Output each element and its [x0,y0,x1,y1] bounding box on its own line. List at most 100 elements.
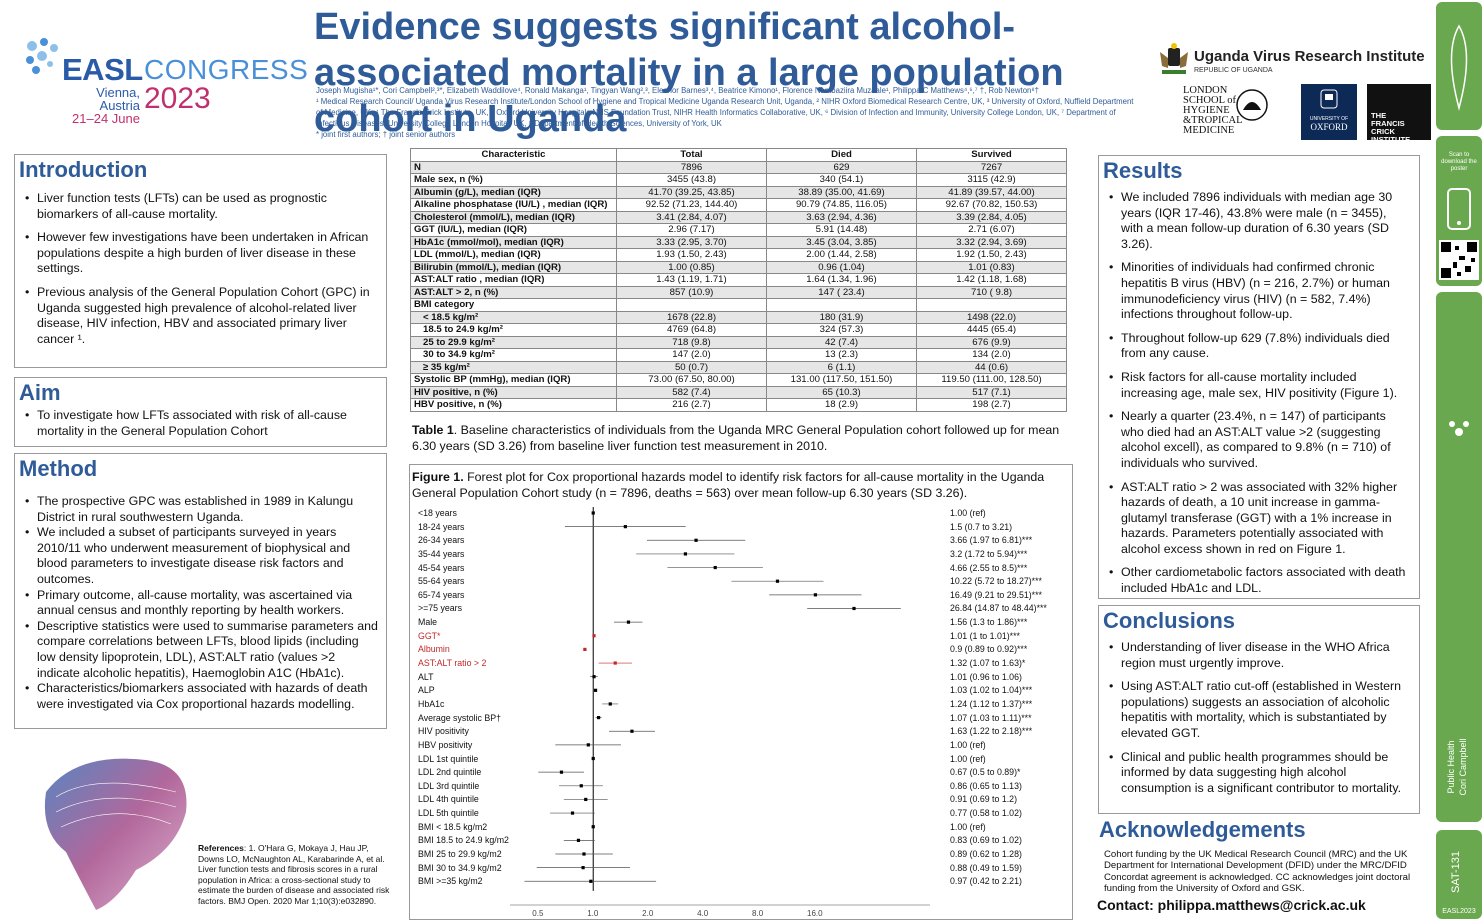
table-cell: 73.00 (67.50, 80.00) [616,373,767,387]
results-section: Results We included 7896 individuals wit… [1098,155,1420,599]
forest-row-value: 0.97 (0.42 to 2.21) [950,876,1022,887]
forest-row-label: 18-24 years [418,521,465,532]
x-tick-label: 0.5 [532,909,544,918]
forest-row-value: 1.03 (1.02 to 1.04)*** [950,685,1033,696]
forest-row-value: 16.49 (9.21 to 29.51)*** [950,589,1042,600]
hr-point [586,743,590,747]
table-row-label: AST:ALT ratio , median (IQR) [410,273,617,287]
baseline-table: Characteristic Total Died Survived N 7896… [410,148,1067,412]
forest-row-label: BMI 25 to 29.9 kg/m2 [418,849,502,859]
table-cell: 1678 (22.8) [616,310,767,324]
list-item: Other cardiometabolic factors associated… [1107,565,1411,596]
x-tick-label: 16.0 [807,909,823,918]
references-text: : 1. O'Hara G, Mokaya J, Hau JP, Downs L… [198,843,390,906]
list-item: The prospective GPC was established in 1… [23,494,378,525]
table-row: LDL (mmol/L), median (IQR) 1.93 (1.50, 2.… [410,248,1067,262]
table-cell: 50 (0.7) [616,360,767,374]
table-cell: 13 (2.3) [766,348,917,362]
table-row: 30 to 34.9 kg/m² 147 (2.0) 13 (2.3) 134 (2.… [410,348,1067,362]
authors-text: Joseph Mugisha¹*, Cori Campbell²,³*, Eli… [316,86,1039,95]
contact-email[interactable]: Contact: philippa.matthews@crick.ac.uk [1097,897,1366,913]
list-item: However few investigations have been und… [23,230,378,277]
forest-row-value: 26.84 (14.87 to 48.44)*** [950,603,1047,614]
crick-logo: THE FRANCIS CRICK INSTITUTE [1367,84,1431,144]
lshtm-line: SCHOOL of [1183,95,1236,106]
forest-row-value: 0.77 (0.58 to 1.02) [950,808,1022,819]
forest-row-value: 0.9 (0.89 to 0.92)*** [950,644,1028,655]
table-cell: 38.89 (35.00, 41.69) [766,185,917,199]
table-cell: 3.39 (2.84, 4.05) [916,210,1067,224]
table-row-label: N [410,160,617,174]
table-row: HbA1c (mmol/mol), median (IQR) 3.33 (2.95… [410,235,1067,249]
list-item: AST:ALT ratio > 2 was associated with 32… [1107,480,1411,558]
table-caption-label: Table 1 [412,423,454,437]
forest-row-value: 0.83 (0.69 to 1.02) [950,835,1022,846]
hr-point [713,565,717,570]
forest-row-value: 1.00 (ref) [950,753,986,764]
uvri-sub: REPUBLIC OF UGANDA [1194,67,1273,74]
forest-row-value: 1.01 (0.96 to 1.06) [950,671,1022,682]
table-cell: 119.50 (111.00, 128.50) [916,373,1067,387]
table-cell: 1.92 (1.50, 2.43) [916,248,1067,262]
forest-row-label: HIV positivity [418,726,469,737]
table-row-label: 18.5 to 24.9 kg/m² [410,323,617,337]
table-cell: 18 (2.9) [766,398,917,412]
forest-row-value: 1.5 (0.7 to 3.21) [950,521,1013,532]
table-row: N 7896 629 7267 [410,160,1067,174]
acknowledgements-title: Acknowledgements [1099,817,1306,842]
forest-row-label: Albumin [418,644,450,655]
forest-row-label: LDL 4th quintile [418,794,479,805]
table-row: HIV positive, n (%) 582 (7.4) 65 (10.3) 517… [410,385,1067,399]
uvri-logo: Uganda Virus Research Institute REPUBLIC… [1158,40,1438,80]
oxford-line: UNIVERSITY OF [1309,116,1349,122]
table-cell: 6 (1.1) [766,360,917,374]
table-header-row: Characteristic Total Died Survived [410,148,1067,162]
forest-row-label: LDL 5th quintile [418,808,479,819]
table-cell: 629 [766,160,917,174]
table-cell: 147 (2.0) [616,348,767,362]
references-label: References [198,843,244,853]
uvri-name: Uganda Virus Research Institute [1194,48,1425,65]
table-cell: 340 (54.1) [766,173,917,187]
forest-row-value: 1.00 (ref) [950,739,986,750]
forest-row-label: BMI >=35 kg/m2 [418,876,483,887]
hr-point [694,538,698,542]
table-header: Survived [916,148,1067,162]
section-title: Introduction [19,157,148,182]
lshtm-line: HYGIENE [1183,105,1230,116]
table-cell: 5.91 (14.48) [766,223,917,237]
crick-line: THE [1371,111,1387,120]
table: Characteristic Total Died Survived N 7896… [410,148,1067,412]
table-cell: 1.01 (0.83) [916,260,1067,274]
forest-row-value: 3.66 (1.97 to 6.81)*** [950,535,1033,546]
forest-row-label: AST:ALT ratio > 2 [418,658,487,669]
results-list: We included 7896 individuals with median… [1099,186,1419,597]
table-cell: 92.67 (70.82, 150.53) [916,198,1067,212]
sustainability-badge [1436,2,1482,130]
forest-plot-svg [510,507,930,906]
easl-congress-logo: EASL CONGRESS Vienna, Austria 21–24 June… [22,36,308,125]
table-cell: 1.00 (0.85) [616,260,767,274]
forest-row-value: 1.00 (ref) [950,508,986,518]
forest-row-label: ALT [418,671,434,682]
congress-sidebar: Public Health Cori Campbell [1436,292,1482,822]
forest-row-label: 45-54 years [418,562,465,573]
figure-caption: Figure 1. Forest plot for Cox proportion… [412,469,1062,501]
list-item: Nearly a quarter (23.4%, n = 147) of par… [1107,409,1411,471]
hr-point [683,552,688,556]
table-row: Alkaline phosphatase (IU/L) , median (IQ… [410,198,1067,212]
aim-section: Aim To investigate how LFTs associated w… [14,377,387,447]
table-row-label: 25 to 29.9 kg/m² [410,335,617,349]
list-item: Throughout follow-up 629 (7.8%) individu… [1107,331,1411,362]
hr-point [596,716,601,720]
table-cell: 3455 (43.8) [616,173,767,187]
table-row: BMI category [410,298,1067,312]
table-row: Bilirubin (mmol/L), median (IQR) 1.00 (0.… [410,260,1067,274]
forest-row-label: >=75 years [418,603,463,614]
forest-row-label: LDL 2nd quintile [418,767,482,778]
qr-download-panel[interactable]: Scan to download the poster [1436,136,1482,286]
qr-code-icon[interactable] [1439,240,1479,280]
forest-row-label: BMI 18.5 to 24.9 kg/m2 [418,835,509,846]
list-item: Minorities of individuals had confirmed … [1107,260,1411,322]
forest-row-label: LDL 1st quintile [418,753,479,764]
